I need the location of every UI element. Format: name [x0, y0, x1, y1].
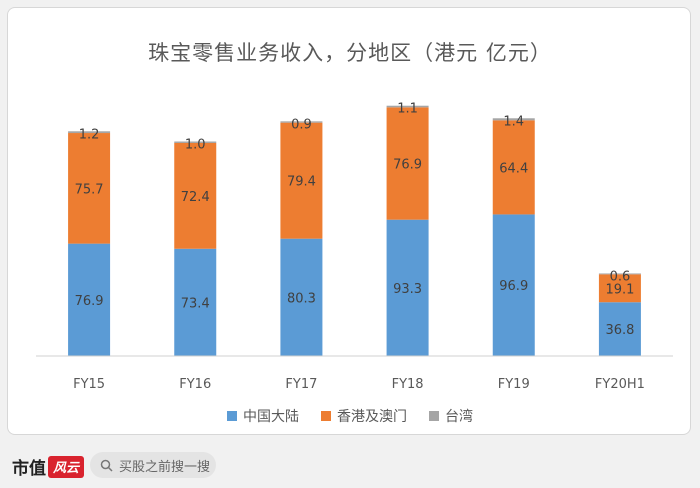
bar-FY16-series-2 — [174, 141, 217, 143]
chart-title: 珠宝零售业务收入，分地区（港元 亿元） — [148, 41, 552, 65]
bar-FY19-series-2 — [492, 118, 535, 121]
chart-plot: 76.9 75.7 1.2 FY15 73.4 72.4 1.0 FY16 80.3 79.4 0.… — [36, 102, 673, 392]
brand-badge: 风云 — [48, 455, 85, 478]
brand-name: 市值 — [12, 459, 46, 479]
search-icon — [100, 459, 113, 472]
data-label-FY15-series-2: 1.2 — [79, 127, 100, 142]
legend-item-1: 香港及澳门 — [321, 406, 407, 426]
bar-FY17-series-0 — [280, 238, 323, 356]
legend-item-2: 台湾 — [429, 406, 473, 426]
x-tick-label-FY16: FY16 — [179, 377, 211, 392]
data-label-FY18-series-1: 76.9 — [393, 157, 422, 172]
bar-FY18-series-0 — [386, 219, 429, 356]
chart-card: 珠宝零售业务收入，分地区（港元 亿元） 76.9 75.7 1.2 FY15 73.4 7… — [7, 7, 691, 435]
data-label-FY16-series-0: 73.4 — [181, 296, 210, 311]
legend-item-0: 中国大陆 — [227, 406, 299, 426]
bar-FY15-series-2 — [68, 131, 111, 134]
legend-swatch — [227, 411, 237, 421]
bar-FY20H1-series-2 — [598, 273, 641, 275]
search-box[interactable]: 买股之前搜一搜 — [90, 452, 216, 478]
legend-label: 中国大陆 — [243, 409, 299, 425]
data-label-FY19-series-0: 96.9 — [499, 279, 528, 294]
bar-FY16-series-0 — [174, 248, 217, 356]
bar-FY18-series-2 — [386, 105, 429, 108]
bar-FY19-series-0 — [492, 214, 535, 356]
bar-FY20H1-series-0 — [598, 302, 641, 356]
x-tick-label-FY17: FY17 — [285, 377, 317, 392]
legend-swatch — [321, 411, 331, 421]
data-label-FY15-series-0: 76.9 — [75, 294, 104, 309]
bar-FY15-series-0 — [68, 243, 111, 356]
data-label-FY20H1-series-0: 36.8 — [605, 323, 634, 338]
x-tick-label-FY18: FY18 — [392, 377, 424, 392]
data-label-FY17-series-0: 80.3 — [287, 291, 316, 306]
data-label-FY16-series-2: 1.0 — [185, 138, 206, 153]
bar-FY17-series-1 — [280, 122, 323, 239]
data-label-FY18-series-0: 93.3 — [393, 282, 422, 297]
x-tick-label-FY15: FY15 — [73, 377, 105, 392]
data-label-FY16-series-1: 72.4 — [181, 190, 210, 205]
data-label-FY17-series-2: 0.9 — [291, 117, 312, 132]
chart-legend: 中国大陆 香港及澳门 台湾 — [8, 406, 692, 426]
bar-FY19-series-1 — [492, 120, 535, 215]
bar-FY15-series-1 — [68, 133, 111, 244]
legend-label: 台湾 — [445, 409, 473, 425]
x-tick-label-FY19: FY19 — [498, 377, 530, 392]
data-label-FY19-series-2: 1.4 — [503, 114, 524, 129]
brand-logo: 市值 风云 — [12, 454, 85, 479]
data-label-FY18-series-2: 1.1 — [397, 102, 418, 117]
bar-FY17-series-2 — [280, 121, 323, 123]
x-tick-label-FY20H1: FY20H1 — [595, 377, 645, 392]
bar-FY16-series-1 — [174, 142, 217, 249]
bar-FY18-series-1 — [386, 107, 429, 220]
search-placeholder: 买股之前搜一搜 — [119, 459, 211, 475]
bar-FY20H1-series-1 — [598, 274, 641, 303]
data-label-FY19-series-1: 64.4 — [499, 161, 528, 176]
data-label-FY17-series-1: 79.4 — [287, 175, 316, 190]
footer-bar: 市值 风云 买股之前搜一搜 — [0, 442, 700, 488]
data-label-FY15-series-1: 75.7 — [75, 182, 104, 197]
data-label-FY20H1-series-1: 19.1 — [605, 282, 634, 297]
data-label-FY20H1-series-2: 0.6 — [610, 269, 631, 284]
legend-swatch — [429, 411, 439, 421]
legend-label: 香港及澳门 — [337, 409, 407, 425]
